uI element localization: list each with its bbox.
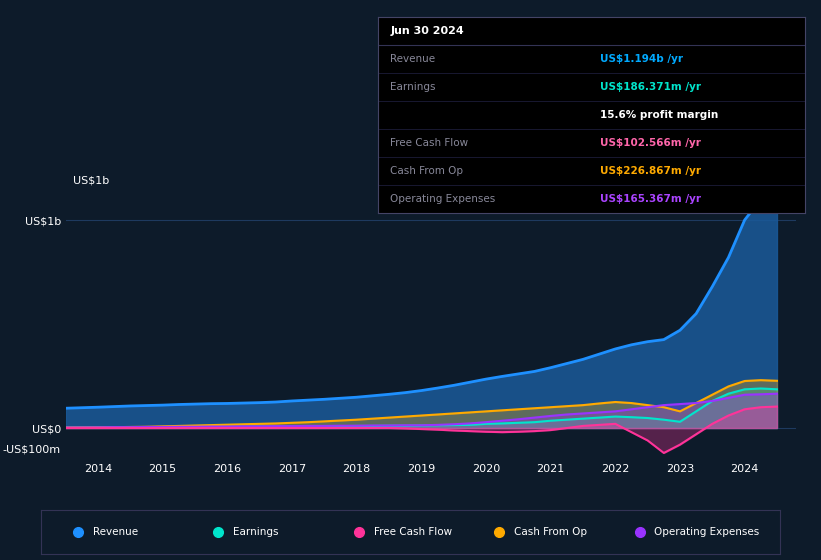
Text: US$226.867m /yr: US$226.867m /yr [599, 166, 700, 176]
Text: Cash From Op: Cash From Op [391, 166, 464, 176]
Text: US$102.566m /yr: US$102.566m /yr [599, 138, 700, 148]
Text: US$165.367m /yr: US$165.367m /yr [599, 194, 700, 204]
Text: Free Cash Flow: Free Cash Flow [374, 527, 452, 537]
Text: Revenue: Revenue [93, 527, 138, 537]
Text: 15.6% profit margin: 15.6% profit margin [599, 110, 718, 120]
Text: US$186.371m /yr: US$186.371m /yr [599, 82, 700, 92]
Text: Jun 30 2024: Jun 30 2024 [391, 26, 464, 36]
Text: Cash From Op: Cash From Op [514, 527, 587, 537]
Text: Revenue: Revenue [391, 54, 436, 64]
Text: Operating Expenses: Operating Expenses [391, 194, 496, 204]
Text: US$1.194b /yr: US$1.194b /yr [599, 54, 682, 64]
Text: Free Cash Flow: Free Cash Flow [391, 138, 469, 148]
Text: Earnings: Earnings [391, 82, 436, 92]
Text: US$1b: US$1b [73, 175, 109, 185]
Text: Operating Expenses: Operating Expenses [654, 527, 759, 537]
Text: Earnings: Earnings [233, 527, 278, 537]
